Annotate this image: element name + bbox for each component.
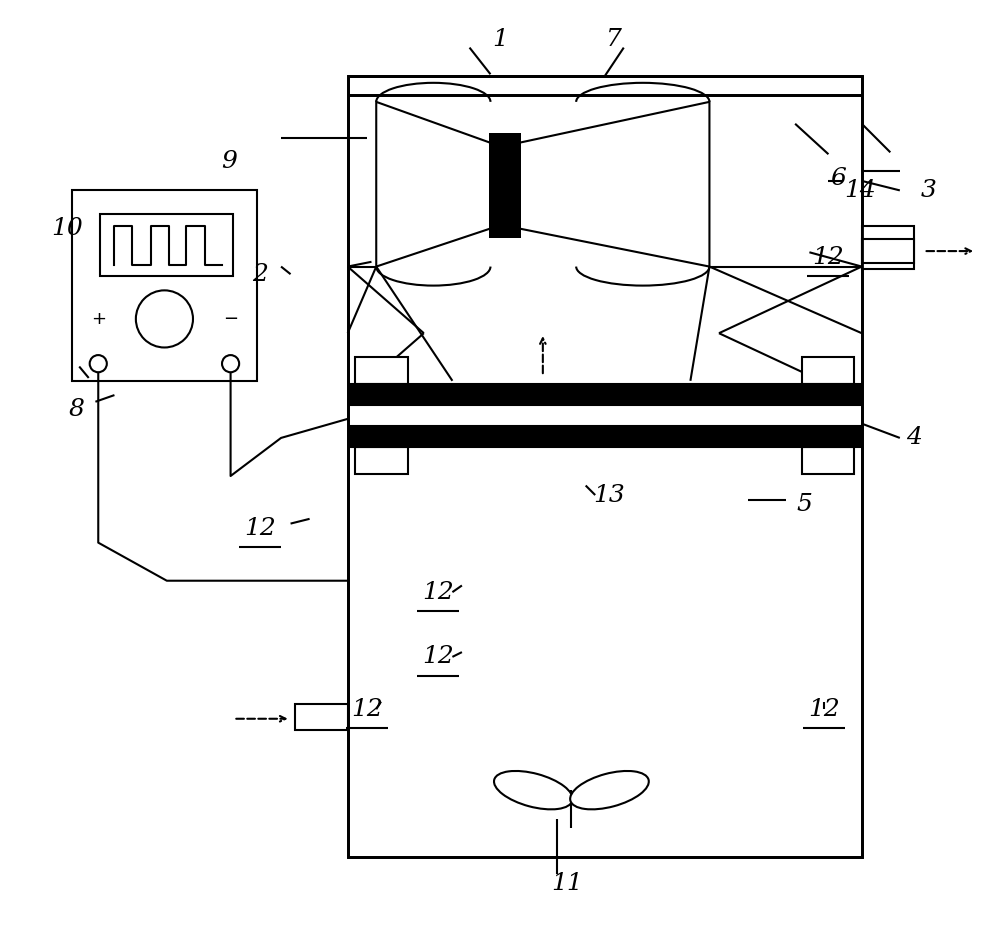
Text: 13: 13	[594, 484, 625, 506]
Bar	[355, 357, 408, 384]
Bar	[348, 76, 862, 857]
Text: 3: 3	[920, 179, 936, 202]
Bar	[802, 447, 854, 474]
Ellipse shape	[570, 771, 649, 809]
Bar	[802, 357, 854, 384]
Bar	[489, 133, 521, 238]
Bar	[862, 226, 914, 268]
Text: 2: 2	[252, 263, 268, 286]
Text: −: −	[223, 310, 238, 327]
Text: 9: 9	[221, 150, 237, 173]
Text: 1: 1	[492, 29, 508, 51]
Circle shape	[136, 290, 193, 347]
Bar	[72, 190, 257, 381]
Bar	[348, 76, 862, 857]
Bar	[862, 239, 914, 263]
Text: 12: 12	[351, 698, 383, 721]
Text: 5: 5	[797, 493, 813, 516]
Text: 14: 14	[844, 179, 876, 202]
Text: 10: 10	[51, 217, 83, 240]
Circle shape	[90, 355, 107, 372]
Text: 12: 12	[422, 581, 454, 604]
Bar	[295, 704, 348, 730]
Bar	[348, 384, 862, 405]
Text: 4: 4	[906, 426, 922, 449]
Text: 12: 12	[808, 698, 840, 721]
Text: 12: 12	[244, 517, 276, 540]
Text: 7: 7	[606, 29, 622, 51]
Text: 6: 6	[830, 168, 846, 190]
Polygon shape	[376, 102, 490, 267]
Circle shape	[222, 355, 239, 372]
Text: 8: 8	[68, 398, 84, 421]
Ellipse shape	[494, 771, 573, 809]
Bar	[355, 447, 408, 474]
Text: +: +	[91, 310, 106, 327]
Polygon shape	[519, 102, 709, 267]
Text: 11: 11	[551, 872, 583, 895]
Bar	[348, 426, 862, 447]
Text: 12: 12	[813, 246, 844, 268]
Text: 12: 12	[422, 645, 454, 668]
Bar	[100, 214, 233, 276]
